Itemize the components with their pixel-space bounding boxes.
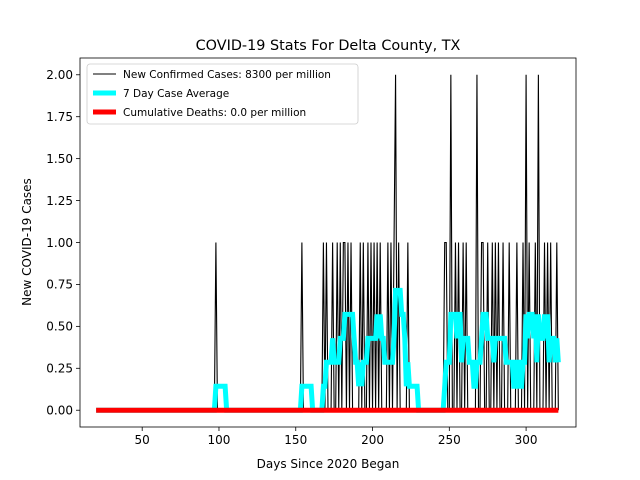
chart-title: COVID-19 Stats For Delta County, TX bbox=[196, 38, 461, 54]
y-axis-ticks: 0.00 0.25 0.50 0.75 1.00 1.25 1.50 1.75 2.00 bbox=[46, 68, 80, 418]
y-tick-label: 2.00 bbox=[46, 68, 73, 82]
y-tick-label: 1.75 bbox=[46, 110, 73, 124]
x-tick-label: 50 bbox=[135, 433, 150, 447]
x-tick-label: 200 bbox=[361, 433, 384, 447]
y-axis-label: New COVID-19 Cases bbox=[20, 178, 34, 306]
legend-entry-label: Cumulative Deaths: 0.0 per million bbox=[123, 107, 306, 119]
y-tick-label: 0.50 bbox=[46, 320, 73, 334]
x-axis-ticks: 50 100 150 200 250 300 bbox=[135, 427, 538, 447]
y-tick-label: 0.25 bbox=[46, 362, 73, 376]
plot-area bbox=[96, 74, 561, 413]
y-tick-label: 1.00 bbox=[46, 236, 73, 250]
legend-entry-label: 7 Day Case Average bbox=[123, 88, 229, 100]
x-tick-label: 150 bbox=[284, 433, 307, 447]
x-tick-label: 250 bbox=[438, 433, 461, 447]
y-tick-label: 1.25 bbox=[46, 194, 73, 208]
y-tick-label: 0.75 bbox=[46, 278, 73, 292]
x-tick-label: 100 bbox=[208, 433, 231, 447]
legend: New Confirmed Cases: 8300 per million 7 D… bbox=[86, 63, 359, 125]
x-axis-label: Days Since 2020 Began bbox=[257, 457, 400, 471]
legend-box bbox=[86, 63, 359, 125]
x-tick-label: 300 bbox=[515, 433, 538, 447]
y-tick-label: 1.50 bbox=[46, 152, 73, 166]
y-tick-label: 0.00 bbox=[46, 404, 73, 418]
legend-entry-label: New Confirmed Cases: 8300 per million bbox=[123, 69, 331, 81]
